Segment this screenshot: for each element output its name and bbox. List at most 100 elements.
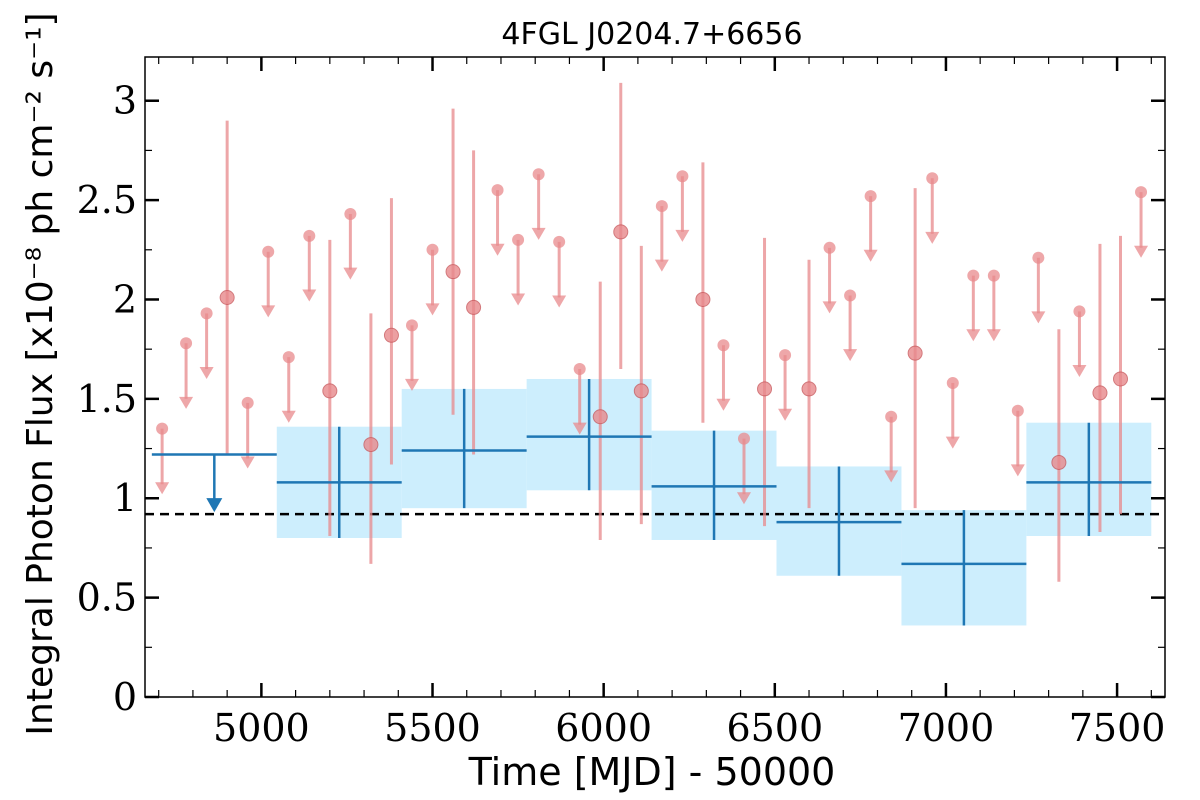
monthly-upper-limit-marker [655, 200, 668, 213]
monthly-upper-limit-arrowhead [199, 367, 214, 379]
monthly-upper-limit-marker [926, 172, 939, 185]
monthly-upper-limit-arrowhead [675, 229, 690, 242]
monthly-upper-limit-arrowhead [240, 456, 255, 469]
monthly-upper-limit-arrowhead [863, 249, 878, 262]
monthly-upper-limit-marker [1073, 305, 1086, 318]
monthly-flux-point [383, 327, 399, 343]
monthly-flux-point [695, 291, 711, 307]
monthly-upper-limit-arrowhead [945, 436, 960, 449]
monthly-upper-limit-marker [532, 168, 545, 181]
monthly-flux-point [322, 383, 338, 399]
monthly-upper-limit-marker [262, 245, 275, 258]
monthly-flux-point [801, 381, 817, 397]
monthly-upper-limit-arrowhead [654, 259, 669, 272]
x-tick-label: 7500 [1069, 706, 1166, 750]
monthly-upper-limit-marker [512, 233, 525, 246]
monthly-upper-limit-arrowhead [343, 267, 358, 280]
y-tick-label: 2 [113, 277, 137, 321]
monthly-upper-limit-marker [180, 337, 193, 350]
binned-upper-limit-arrowhead [206, 498, 223, 513]
monthly-upper-limit-arrowhead [843, 349, 858, 362]
monthly-upper-limit-arrowhead [925, 231, 940, 244]
plot-frame [144, 56, 1166, 698]
monthly-upper-limit-marker [200, 307, 213, 320]
monthly-upper-limit-marker [987, 269, 1000, 282]
monthly-upper-limit-marker [241, 396, 254, 409]
monthly-flux-point [1092, 385, 1108, 401]
monthly-upper-limit-marker [737, 432, 750, 445]
monthly-upper-limit-marker [864, 190, 877, 203]
y-axis-label: Integral Photon Flux [x10⁻⁸ ph cm⁻² s⁻¹] [20, 12, 61, 735]
monthly-upper-limit-marker [779, 349, 792, 362]
x-tick-label: 5500 [384, 706, 481, 750]
monthly-upper-limit-marker [1032, 251, 1045, 264]
monthly-upper-limit-arrowhead [736, 492, 751, 505]
monthly-upper-limit-arrowhead [511, 293, 526, 306]
monthly-upper-limit-arrowhead [261, 305, 276, 318]
monthly-upper-limit-arrowhead [1134, 245, 1149, 258]
monthly-upper-limit-marker [426, 243, 439, 256]
x-tick-label: 6000 [555, 706, 652, 750]
monthly-upper-limit-marker [717, 339, 730, 352]
monthly-upper-limit-marker [573, 363, 586, 376]
monthly-upper-limit-arrowhead [552, 295, 567, 308]
monthly-flux-point [592, 409, 608, 425]
monthly-flux-point [363, 437, 379, 453]
y-tick-label: 1 [113, 476, 137, 520]
monthly-upper-limit-arrowhead [966, 329, 981, 342]
monthly-flux-point [757, 381, 773, 397]
monthly-upper-limit-marker [491, 184, 504, 197]
monthly-upper-limit-arrowhead [822, 301, 837, 314]
monthly-flux-point [1051, 454, 1067, 470]
monthly-upper-limit-arrowhead [302, 289, 317, 302]
monthly-upper-limit-arrowhead [155, 482, 170, 495]
monthly-flux-point [219, 289, 235, 305]
monthly-upper-limit-arrowhead [1010, 464, 1025, 477]
monthly-flux-point [907, 345, 923, 361]
monthly-upper-limit-marker [344, 208, 357, 221]
monthly-upper-limit-arrowhead [572, 422, 587, 435]
monthly-upper-limit-arrowhead [490, 243, 505, 256]
y-tick-label: 0 [113, 675, 137, 719]
monthly-upper-limit-arrowhead [1072, 365, 1087, 378]
monthly-flux-point [466, 299, 482, 315]
monthly-upper-limit-arrowhead [884, 470, 899, 483]
y-tick-label: 2.5 [77, 178, 137, 222]
monthly-upper-limit-marker [844, 289, 857, 302]
monthly-upper-limit-arrowhead [425, 303, 440, 316]
monthly-flux-point [633, 383, 649, 399]
y-tick-label: 1.5 [77, 377, 137, 421]
monthly-upper-limit-marker [946, 376, 959, 389]
y-tick-label: 0.5 [77, 576, 137, 620]
monthly-flux-point [1113, 371, 1129, 387]
monthly-upper-limit-marker [405, 319, 418, 332]
monthly-upper-limit-arrowhead [404, 378, 419, 391]
monthly-upper-limit-marker [303, 229, 316, 242]
monthly-upper-limit-arrowhead [531, 227, 546, 240]
monthly-upper-limit-marker [282, 351, 295, 364]
plot-area: 5000 5500 6000 6500 7000 7500 0 0.5 1 1.5 2 2.5 3 [77, 56, 1166, 750]
monthly-upper-limit-marker [553, 235, 566, 248]
chart-title: 4FGL J0204.7+6656 [501, 17, 802, 52]
y-tick-label: 3 [113, 79, 137, 123]
monthly-upper-limit-arrowhead [986, 329, 1001, 342]
monthly-upper-limit-arrowhead [1031, 311, 1046, 324]
x-axis-label: Time [MJD] - 50000 [468, 750, 836, 794]
monthly-upper-limit-marker [1135, 186, 1148, 199]
monthly-flux-point [613, 224, 629, 240]
monthly-upper-limit-marker [885, 410, 898, 423]
monthly-upper-limit-marker [1011, 404, 1024, 417]
monthly-upper-limit-arrowhead [281, 410, 296, 423]
monthly-flux-point [445, 264, 461, 280]
monthly-upper-limit-arrowhead [179, 396, 194, 409]
monthly-upper-limit-marker [823, 241, 836, 254]
monthly-upper-limit-marker [676, 170, 689, 183]
monthly-upper-limit-marker [156, 422, 169, 435]
monthly-upper-limit-marker [967, 269, 980, 282]
x-tick-label: 5000 [213, 706, 310, 750]
monthly-upper-limit-arrowhead [778, 408, 793, 421]
monthly-upper-limit-arrowhead [716, 398, 731, 411]
x-tick-label: 6500 [726, 706, 823, 750]
x-tick-label: 7000 [898, 706, 995, 750]
